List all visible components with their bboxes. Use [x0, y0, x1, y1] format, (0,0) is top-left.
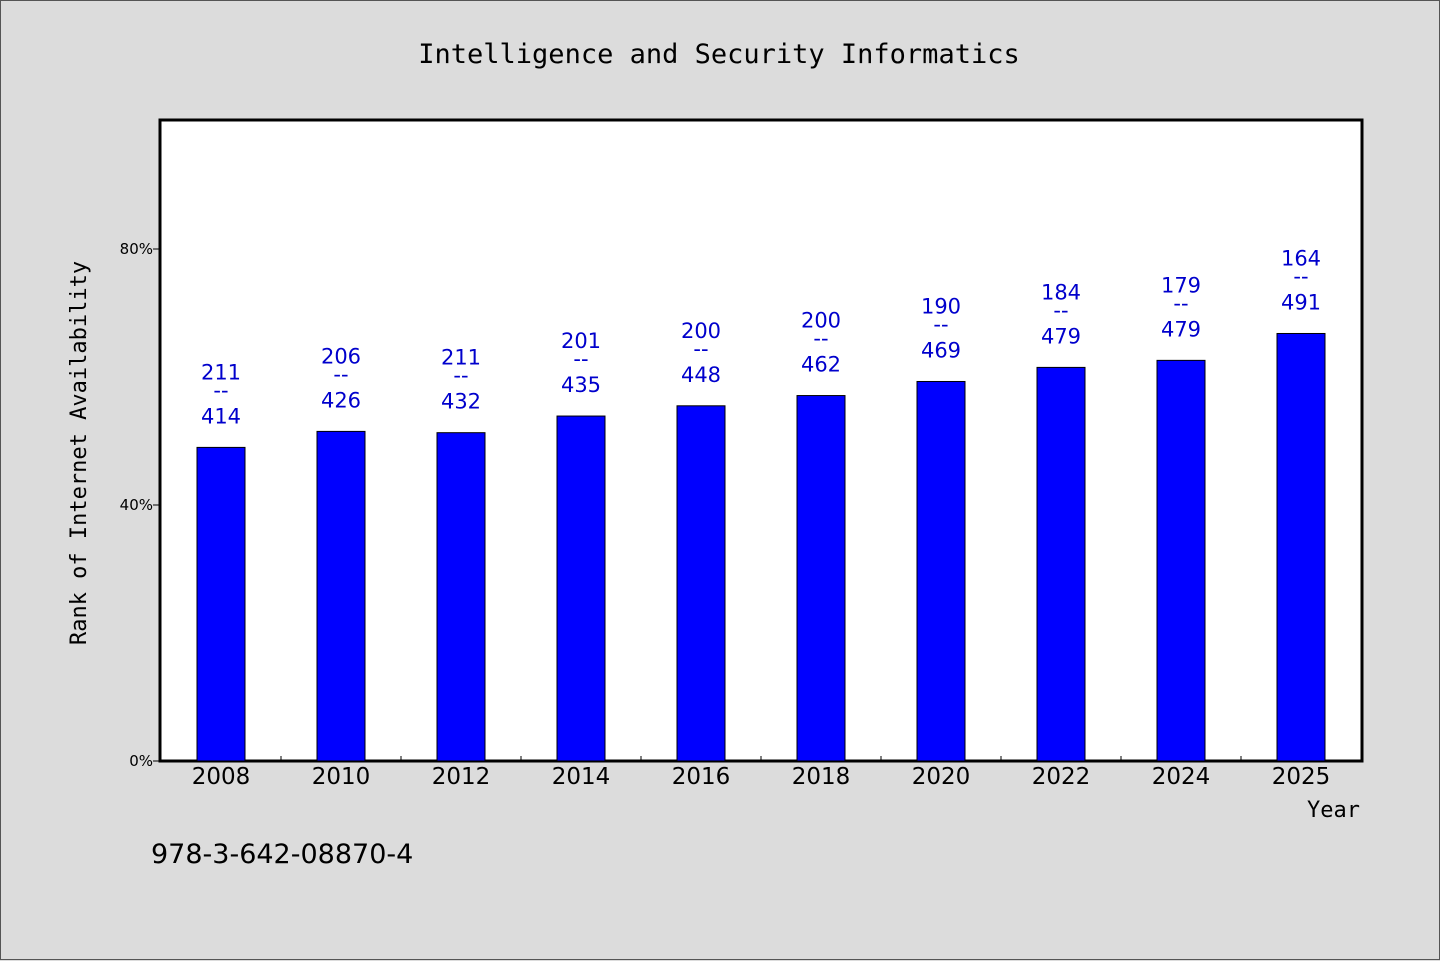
y-tick-label: 0%	[129, 752, 153, 770]
x-axis-title: Year	[1307, 798, 1360, 823]
data-label-top-2018: 200	[801, 309, 841, 333]
x-tick-label-2024: 2024	[1152, 764, 1211, 790]
data-label-bottom-2012: 432	[441, 390, 481, 414]
x-axis: 2008 2010 2012 2014 2016 2018 2020 2022 2024 2025	[192, 756, 1331, 790]
data-label-bottom-2024: 479	[1161, 317, 1201, 341]
data-label-bottom-2025: 491	[1281, 290, 1321, 314]
footer-identifier: 978-3-642-08870-4	[151, 839, 413, 870]
data-label-bottom-2018: 462	[801, 353, 841, 377]
bar-2008	[196, 446, 246, 762]
bars-group	[196, 332, 1326, 762]
data-label-sep-2010: --	[333, 362, 348, 386]
bar-2010	[316, 430, 366, 762]
data-label-top-2016: 200	[681, 319, 721, 343]
data-label-top-2022: 184	[1041, 280, 1081, 304]
bar-2024	[1156, 359, 1206, 762]
data-label-top-2025: 164	[1281, 246, 1321, 270]
data-label-bottom-2014: 435	[561, 373, 601, 397]
x-tick-label-2022: 2022	[1032, 764, 1091, 790]
x-tick-label-2010: 2010	[312, 764, 371, 790]
y-tick-label: 40%	[120, 496, 153, 514]
data-label-bottom-2010: 426	[321, 388, 361, 412]
bar-2022	[1036, 366, 1086, 762]
data-label-sep-2018: --	[813, 327, 828, 351]
data-label-top-2014: 201	[561, 329, 601, 353]
bar-2025	[1276, 332, 1326, 762]
data-label-sep-2012: --	[453, 364, 468, 388]
x-tick-label-2018: 2018	[792, 764, 851, 790]
data-label-top-2010: 206	[321, 344, 361, 368]
data-label-sep-2024: --	[1173, 291, 1188, 315]
data-labels-group: 211--414206--426211--432201--435200--448…	[201, 246, 1321, 428]
data-label-top-2008: 211	[201, 360, 241, 384]
data-label-sep-2008: --	[213, 378, 228, 402]
data-label-sep-2014: --	[573, 347, 588, 371]
bar-2014	[556, 415, 606, 762]
data-label-top-2024: 179	[1161, 273, 1201, 297]
data-label-bottom-2020: 469	[921, 338, 961, 362]
y-tick-label: 80%	[120, 240, 153, 258]
x-tick-label-2025: 2025	[1272, 764, 1331, 790]
data-label-sep-2022: --	[1053, 298, 1068, 322]
data-label-bottom-2008: 414	[201, 404, 241, 428]
x-tick-label-2008: 2008	[192, 764, 251, 790]
data-label-sep-2025: --	[1293, 264, 1308, 288]
x-tick-label-2020: 2020	[912, 764, 971, 790]
data-label-top-2020: 190	[921, 294, 961, 318]
bar-2012	[436, 432, 486, 762]
data-label-bottom-2022: 479	[1041, 324, 1081, 348]
x-tick-label-2014: 2014	[552, 764, 611, 790]
data-label-bottom-2016: 448	[681, 363, 721, 387]
bar-2018	[796, 395, 846, 762]
x-tick-label-2012: 2012	[432, 764, 491, 790]
y-axis: 0% 40% 80%	[120, 240, 161, 770]
data-label-sep-2016: --	[693, 337, 708, 361]
chart-title: Intelligence and Security Informatics	[418, 39, 1019, 70]
x-tick-label-2016: 2016	[672, 764, 731, 790]
data-label-sep-2020: --	[933, 312, 948, 336]
bar-2016	[676, 405, 726, 762]
bar-2020	[916, 380, 966, 762]
data-label-top-2012: 211	[441, 346, 481, 370]
y-axis-title: Rank of Internet Availability	[67, 261, 92, 645]
